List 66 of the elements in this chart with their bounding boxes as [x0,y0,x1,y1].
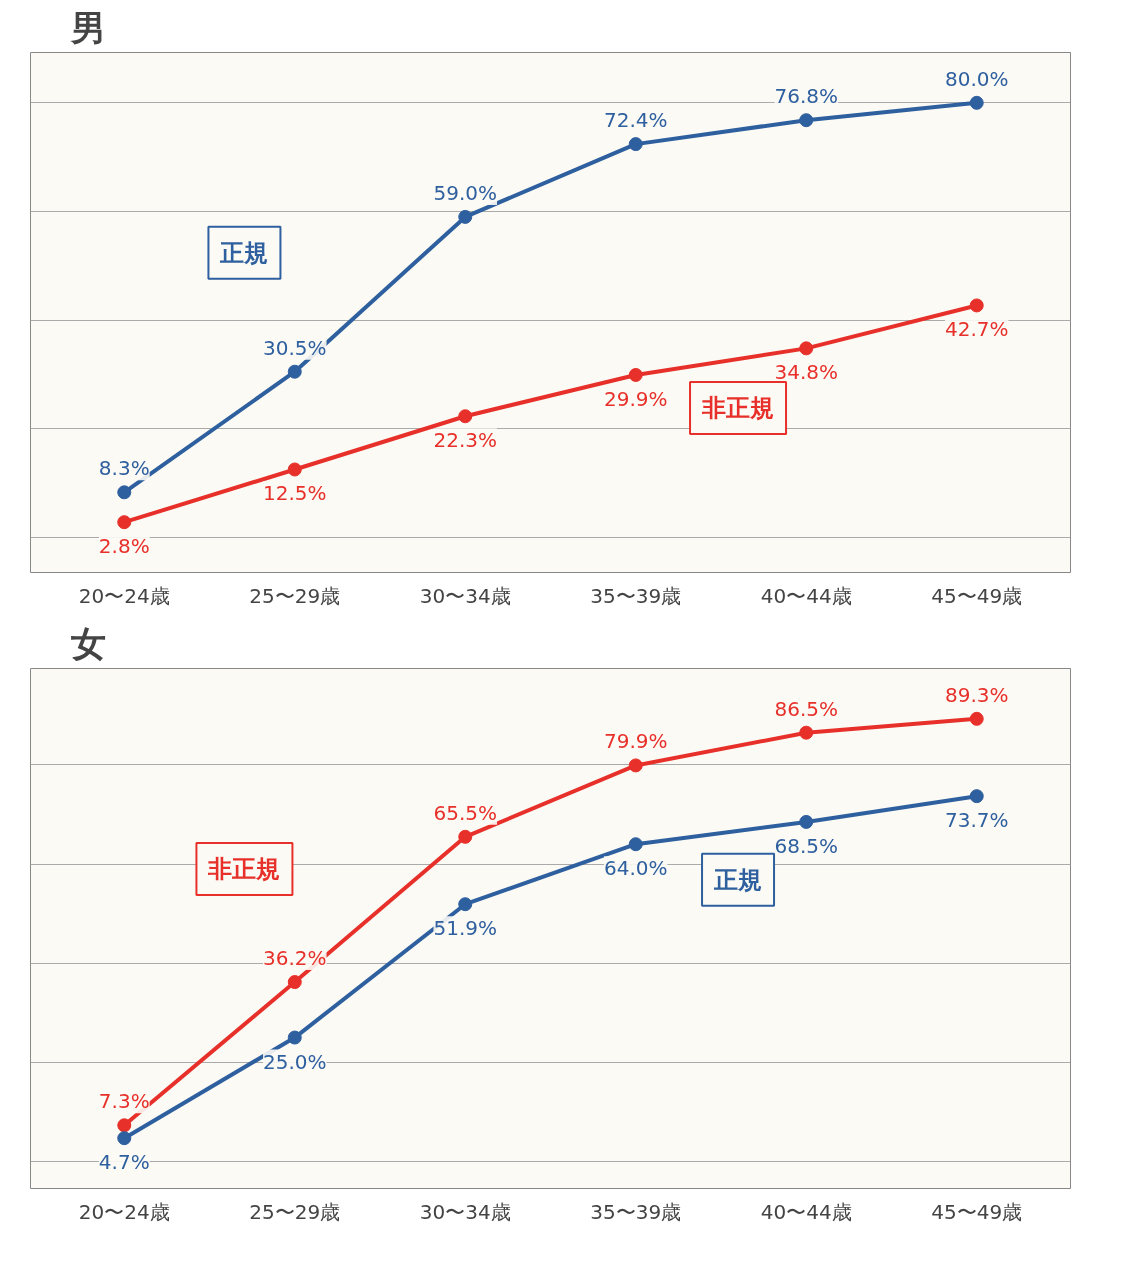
point [117,1118,132,1133]
data-label: 64.0% [603,856,668,881]
point [287,975,302,990]
point [969,298,984,313]
point [458,829,473,844]
x-tick-label: 25〜29歳 [249,1199,341,1224]
data-label: 68.5% [774,833,839,858]
text: 非正規 [207,854,281,883]
point [287,462,302,477]
x-tick-label: 40〜44歳 [760,583,852,608]
data-label: 72.4% [603,108,668,133]
point [628,758,643,773]
point [287,1030,302,1045]
data-label: 25.0% [262,1049,327,1074]
point [969,711,984,726]
point [799,113,814,128]
x-tick-label: 45〜49歳 [931,1199,1023,1224]
point [628,837,643,852]
series-label: 非正規 [701,394,775,422]
x-tick-label: 25〜29歳 [249,583,341,608]
point [458,209,473,224]
data-label: 73.7% [944,808,1009,833]
point [117,1131,132,1146]
point [799,725,814,740]
series-label: 正規 [713,865,763,894]
chart-title: 女 [69,623,106,664]
x-tick-label: 30〜34歳 [419,1199,511,1224]
point [628,137,643,152]
data-label: 2.8% [98,534,150,559]
x-tick-label: 45〜49歳 [931,583,1023,608]
point [799,814,814,829]
data-label: 42.7% [944,317,1009,342]
x-tick-label: 20〜24歳 [78,583,170,608]
data-label: 36.2% [262,946,327,971]
data-label: 22.3% [433,428,498,453]
data-label: 80.0% [944,66,1009,91]
data-label: 4.7% [98,1150,150,1175]
data-label: 86.5% [774,696,839,721]
data-label: 29.9% [603,386,668,411]
point [458,409,473,424]
data-label: 59.0% [433,180,498,205]
data-label: 7.3% [98,1089,150,1114]
data-label: 12.5% [262,481,327,506]
x-tick-label: 40〜44歳 [760,1199,852,1224]
point [117,515,132,530]
data-label: 65.5% [433,800,498,825]
data-label: 76.8% [774,84,839,109]
point [969,789,984,804]
data-label: 89.3% [944,682,1009,707]
chart-title: 男 [69,7,106,48]
x-tick-label: 20〜24歳 [78,1199,170,1224]
x-tick-label: 35〜39歳 [590,1199,682,1224]
x-tick-label: 35〜39歳 [590,583,682,608]
data-label: 51.9% [433,916,498,941]
point [969,95,984,110]
data-label: 8.3% [98,456,150,481]
point [628,367,643,382]
x-tick-label: 30〜34歳 [419,583,511,608]
point [117,485,132,500]
point [287,364,302,379]
data-label: 30.5% [262,335,327,360]
point [799,341,814,356]
text: 正規 [219,238,269,267]
data-label: 79.9% [603,729,668,754]
data-label: 34.8% [774,360,839,385]
point [458,897,473,912]
